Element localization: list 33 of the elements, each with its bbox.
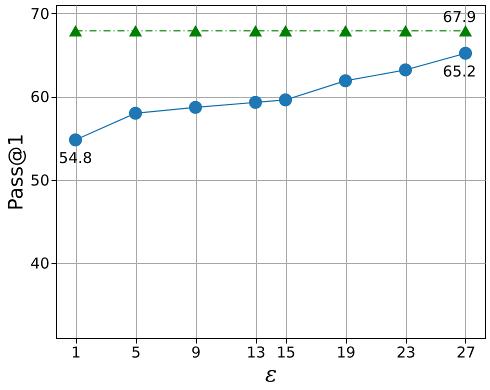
point <box>458 46 472 60</box>
point <box>338 74 352 88</box>
point <box>398 63 412 76</box>
x-tick-label: 1 <box>71 344 81 362</box>
point <box>278 93 292 106</box>
data-label: 67.9 <box>442 8 476 26</box>
point <box>188 25 202 36</box>
point <box>248 25 262 36</box>
point <box>68 25 82 36</box>
y-tick-label: 70 <box>30 4 50 23</box>
y-tick-label: 60 <box>30 88 50 106</box>
x-tick-label: 27 <box>456 344 476 362</box>
point <box>248 96 262 109</box>
data-label: 54.8 <box>58 148 92 167</box>
y-tick-label: 50 <box>30 171 50 190</box>
point <box>458 25 472 36</box>
y-axis-title: Pass@1 <box>3 134 28 210</box>
x-tick-label: 5 <box>131 344 141 362</box>
point <box>128 25 142 36</box>
x-axis-title: ε <box>265 362 277 388</box>
y-tick-label: 40 <box>30 254 50 273</box>
point <box>278 25 292 36</box>
point <box>338 25 352 36</box>
x-tick-label: 19 <box>336 344 356 362</box>
x-tick-label: 13 <box>246 344 266 362</box>
point <box>68 133 82 146</box>
point <box>128 106 142 120</box>
point <box>398 25 412 36</box>
data-label: 65.2 <box>442 62 476 80</box>
x-tick-label: 15 <box>276 344 296 362</box>
x-tick-label: 9 <box>191 344 201 362</box>
x-tick-label: 23 <box>396 344 416 362</box>
point <box>188 100 202 114</box>
